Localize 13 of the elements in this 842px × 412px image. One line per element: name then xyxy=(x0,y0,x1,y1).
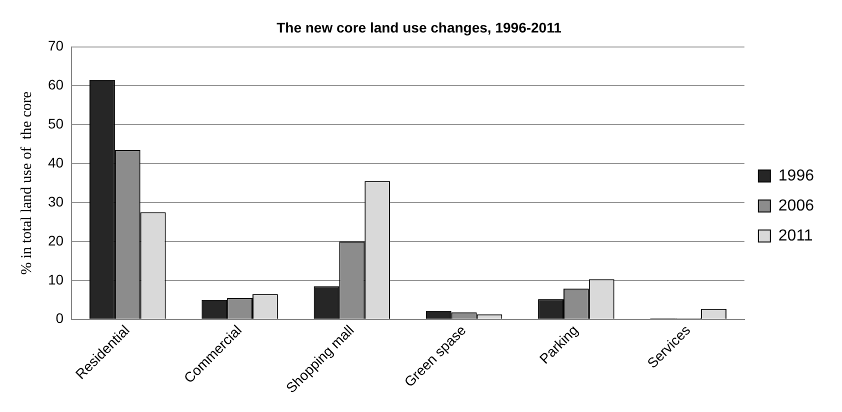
legend-label: 2011 xyxy=(778,227,813,244)
y-tick-label: 20 xyxy=(48,232,64,248)
y-tick-label: 30 xyxy=(48,193,64,210)
y-tick-label: 40 xyxy=(48,154,64,170)
chart-title: The new core land use changes, 1996-2011 xyxy=(276,19,562,36)
y-tick-label: 0 xyxy=(56,310,64,326)
y-axis-title: % in total land use of the core xyxy=(18,91,35,275)
y-tick-label: 10 xyxy=(48,271,64,288)
legend-label: 2006 xyxy=(778,197,814,214)
legend-label: 1996 xyxy=(778,167,814,184)
y-tick-label: 70 xyxy=(48,38,64,54)
y-tick-label: 60 xyxy=(48,76,64,93)
y-tick-label: 50 xyxy=(48,116,64,132)
